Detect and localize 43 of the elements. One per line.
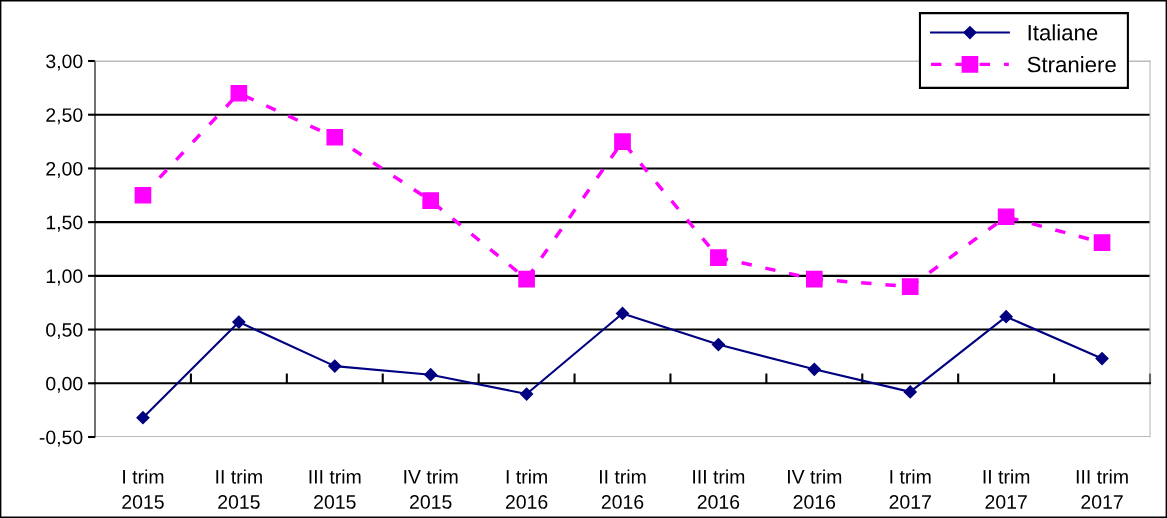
y-tick-label: 3,00 <box>46 54 83 71</box>
point <box>1095 351 1109 366</box>
x-tick-label: IV trim 2016 <box>788 469 842 509</box>
y-tick-label: 0,00 <box>46 376 83 393</box>
y-tick-label: 2,50 <box>46 108 83 125</box>
x-tick-label: II trim 2017 <box>983 469 1030 509</box>
x-tick-label: III trim 2017 <box>1076 469 1128 509</box>
point <box>1093 234 1111 251</box>
x-tick-label: IV trim 2015 <box>404 469 458 509</box>
x-tick-label: II trim 2016 <box>600 469 646 509</box>
point <box>807 362 821 376</box>
point <box>134 186 152 204</box>
point <box>326 128 344 146</box>
point <box>710 249 727 266</box>
x-tick-label: II trim 2015 <box>216 469 262 509</box>
legend-label: Italiane <box>1028 24 1098 41</box>
point <box>232 315 246 329</box>
y-tick-label: 1,50 <box>46 215 83 232</box>
point <box>136 411 150 425</box>
point <box>615 306 630 321</box>
point <box>999 310 1013 324</box>
point <box>901 278 919 295</box>
y-tick-label: -0,50 <box>39 430 83 447</box>
x-tick-label: I trim 2016 <box>505 469 548 509</box>
x-tick-label: I trim 2015 <box>122 469 164 509</box>
point <box>230 84 248 102</box>
point <box>903 385 917 399</box>
x-tick-label: III trim 2015 <box>309 469 361 509</box>
y-tick-label: 0,50 <box>46 323 83 340</box>
y-tick-label: 2,00 <box>46 161 83 178</box>
point <box>805 270 823 288</box>
point <box>997 208 1015 226</box>
point <box>711 338 725 352</box>
x-tick-label: I trim 2017 <box>889 469 931 509</box>
x-tick-label: III trim 2016 <box>693 469 745 509</box>
point <box>328 359 342 373</box>
point <box>422 192 440 209</box>
point <box>520 387 534 401</box>
y-tick-label: 1,00 <box>46 269 83 286</box>
legend-label: Straniere <box>1027 56 1116 73</box>
point <box>424 368 438 382</box>
point <box>614 133 631 150</box>
point <box>518 270 535 288</box>
